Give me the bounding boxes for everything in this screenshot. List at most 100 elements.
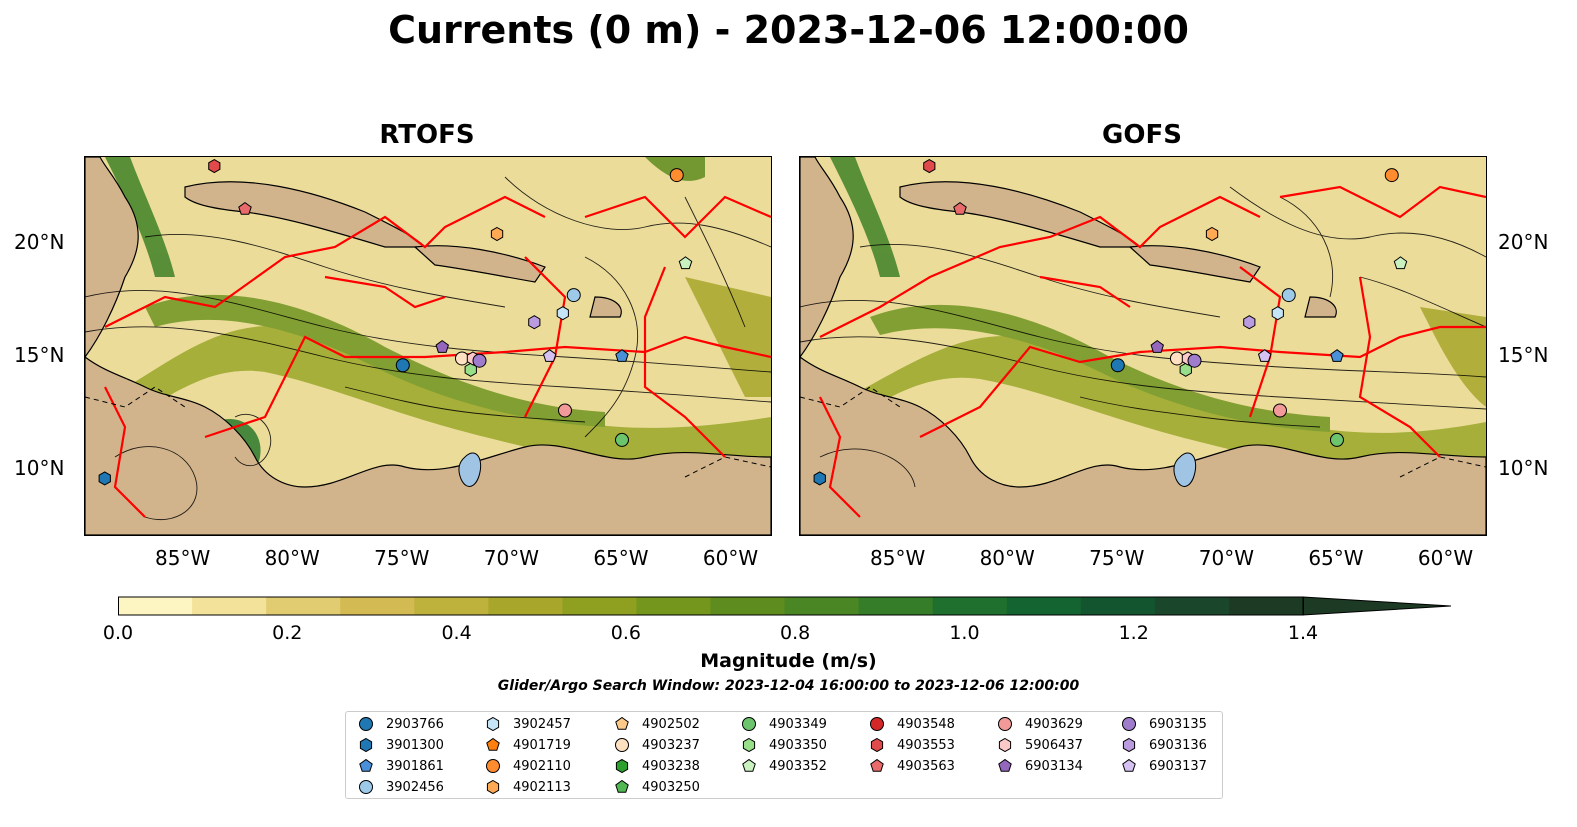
colorbar-tick-label: 1.4 bbox=[1287, 622, 1319, 644]
legend-label: 4903350 bbox=[769, 737, 827, 753]
float-marker-4903629 bbox=[1272, 403, 1287, 418]
float-marker-3901861 bbox=[615, 349, 629, 362]
hexagon-marker-icon bbox=[998, 737, 1012, 753]
legend-marker-4903629 bbox=[998, 717, 1012, 731]
legend-item-4903352: 4903352 bbox=[741, 756, 827, 776]
x-tick-label: 65°W bbox=[1308, 546, 1364, 570]
legend-marker-4903349 bbox=[742, 717, 756, 731]
legend-marker-4902502 bbox=[615, 716, 629, 730]
float-marker-4903553 bbox=[923, 159, 936, 174]
float-marker-4903349 bbox=[1329, 432, 1344, 447]
legend-marker-6903137 bbox=[1122, 758, 1136, 772]
float-marker-4903352 bbox=[678, 256, 693, 270]
float-marker-4903237 bbox=[1169, 351, 1184, 366]
land-masses bbox=[85, 157, 771, 535]
rtofs-float-markers bbox=[98, 159, 693, 486]
legend-label: 4903629 bbox=[1025, 716, 1083, 732]
float-marker-3902457 bbox=[1271, 306, 1284, 321]
legend-label: 6903137 bbox=[1149, 758, 1207, 774]
circle-marker-icon bbox=[870, 717, 884, 731]
colorbar-border bbox=[118, 596, 1304, 616]
legend-label: 4902502 bbox=[642, 716, 700, 732]
legend-label: 4903349 bbox=[769, 716, 827, 732]
float-marker-6903136 bbox=[528, 315, 541, 330]
legend-label: 4903250 bbox=[642, 779, 700, 795]
legend-label: 4901719 bbox=[513, 737, 571, 753]
legend-item-4903350: 4903350 bbox=[741, 735, 827, 755]
legend-item-4903563: 4903563 bbox=[869, 756, 955, 776]
lake bbox=[1173, 452, 1197, 487]
legend-label: 4903553 bbox=[897, 737, 955, 753]
hexagon-marker-icon bbox=[615, 758, 629, 774]
legend-marker-4901719 bbox=[486, 737, 500, 751]
panel-title-rtofs: RTOFS bbox=[379, 120, 475, 150]
legend-item-4903250: 4903250 bbox=[614, 777, 700, 797]
colorbar-segment bbox=[266, 597, 341, 615]
legend-item-4902110: 4902110 bbox=[485, 756, 571, 776]
hexagon-marker-icon bbox=[742, 737, 756, 753]
circle-marker-icon bbox=[998, 717, 1012, 731]
boundaries bbox=[85, 386, 771, 478]
legend-item-3902457: 3902457 bbox=[485, 714, 571, 734]
float-marker-6903137 bbox=[542, 349, 557, 362]
float-marker-3902456 bbox=[566, 288, 581, 303]
float-marker-4903553 bbox=[208, 159, 221, 174]
gofs-map-svg bbox=[800, 157, 1486, 535]
legend-item-4903629: 4903629 bbox=[997, 714, 1083, 734]
legend-label: 5906437 bbox=[1025, 737, 1083, 753]
figure-title: Currents (0 m) - 2023-12-06 12:00:00 bbox=[388, 8, 1189, 52]
float-marker-6903135 bbox=[472, 353, 487, 368]
colorbar-tick-label: 1.0 bbox=[949, 622, 980, 644]
x-tick-label: 60°W bbox=[1417, 546, 1474, 570]
hexagon-marker-icon bbox=[870, 737, 884, 753]
float-marker-4902113 bbox=[1205, 226, 1219, 242]
colorbar-segment bbox=[488, 597, 563, 615]
map-panel-gofs[interactable] bbox=[799, 156, 1487, 536]
float-marker-6903134 bbox=[435, 339, 449, 353]
legend-marker-4903350 bbox=[742, 737, 756, 753]
legend-marker-4903238 bbox=[615, 758, 629, 774]
legend-marker-4903548 bbox=[870, 717, 884, 731]
y-tick-label: 15°N bbox=[1498, 343, 1549, 368]
legend-marker-3901300 bbox=[359, 737, 373, 753]
legend-item-4903553: 4903553 bbox=[869, 735, 955, 755]
land-masses bbox=[800, 157, 1486, 535]
x-tick-label: 70°W bbox=[1198, 546, 1254, 570]
colorbar-tick-label: 1.2 bbox=[1118, 622, 1149, 644]
pentagon-marker-icon bbox=[742, 758, 756, 772]
colorbar-gradient bbox=[118, 596, 1452, 616]
legend-item-3901300: 3901300 bbox=[358, 735, 444, 755]
legend-marker-4902110 bbox=[486, 759, 500, 773]
y-tick-label: 10°N bbox=[14, 456, 65, 481]
colorbar-segment bbox=[784, 597, 860, 615]
legend-label: 3902457 bbox=[513, 716, 571, 732]
colorbar-segment bbox=[340, 597, 415, 615]
colorbar-segment bbox=[636, 597, 711, 615]
circle-marker-icon bbox=[615, 738, 629, 752]
circle-marker-icon bbox=[359, 717, 373, 731]
pentagon-marker-icon bbox=[359, 758, 373, 772]
circle-marker-icon bbox=[1122, 717, 1136, 731]
legend-marker-5906437 bbox=[998, 737, 1012, 753]
legend-label: 6903136 bbox=[1149, 737, 1207, 753]
y-tick-label: 10°N bbox=[1498, 456, 1549, 481]
colorbar-segment bbox=[1006, 597, 1082, 615]
legend-item-4902113: 4902113 bbox=[485, 777, 571, 797]
legend-label: 6903134 bbox=[1025, 758, 1083, 774]
legend-label: 3901861 bbox=[386, 758, 444, 774]
pentagon-marker-icon bbox=[1122, 758, 1136, 772]
map-panel-rtofs[interactable] bbox=[84, 156, 772, 536]
circle-marker-icon bbox=[359, 780, 373, 794]
colorbar-tick-label: 0.6 bbox=[610, 622, 641, 644]
x-tick-label: 75°W bbox=[374, 546, 430, 570]
legend-label: 4903237 bbox=[642, 737, 700, 753]
legend-item-3901861: 3901861 bbox=[358, 756, 444, 776]
float-marker-2903766 bbox=[1110, 358, 1125, 373]
legend-item-2903766: 2903766 bbox=[358, 714, 444, 734]
legend-label: 2903766 bbox=[386, 716, 444, 732]
hexagon-marker-icon bbox=[486, 779, 500, 795]
legend-label: 4903548 bbox=[897, 716, 955, 732]
legend-marker-4903553 bbox=[870, 737, 884, 753]
legend-item-6903136: 6903136 bbox=[1121, 735, 1207, 755]
colorbar-label: Magnitude (m/s) bbox=[700, 650, 877, 672]
